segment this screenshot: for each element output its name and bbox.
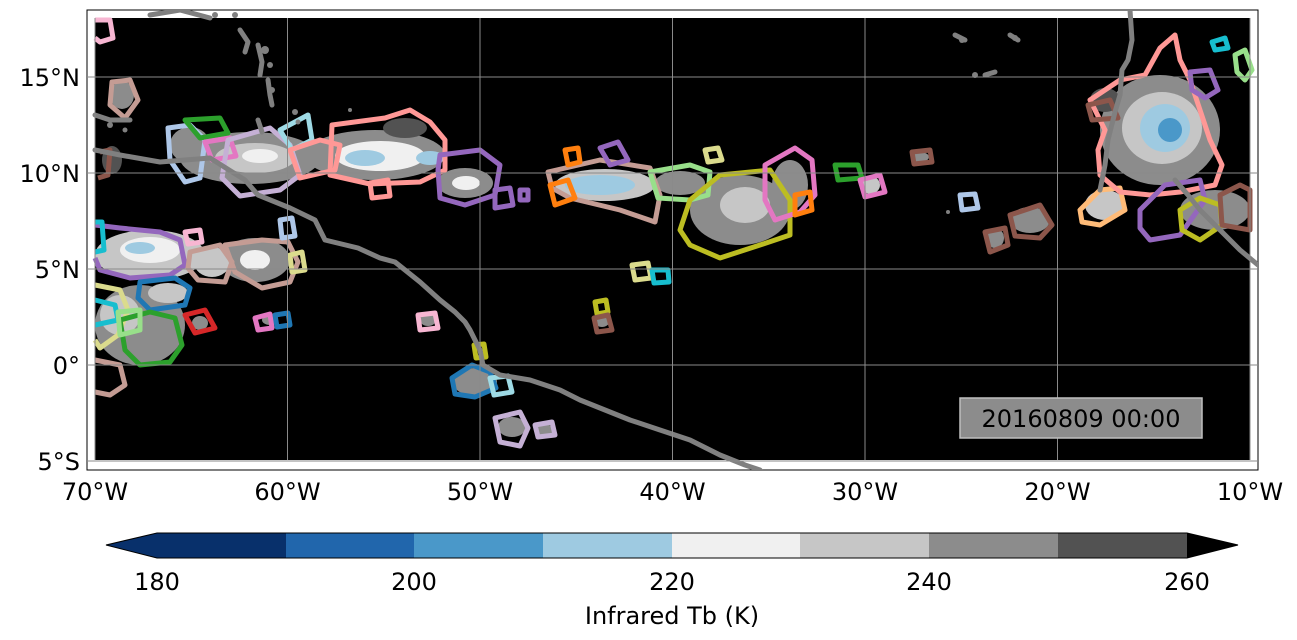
lat-tick-label: 5°N <box>35 256 80 284</box>
lat-tick-labels: 15°N 10°N 5°N 0° 5°S <box>20 64 81 476</box>
coastline-islands <box>107 12 1018 214</box>
colorbar-segment <box>414 533 543 558</box>
lat-tick-label: 0° <box>53 352 80 380</box>
lat-tick-label: 5°S <box>37 448 80 476</box>
cloud-cluster-african-coast <box>1010 75 1250 233</box>
colorbar-tick-label: 200 <box>391 568 437 596</box>
gridlines <box>87 18 1258 462</box>
colorbar-title: Infrared Tb (K) <box>585 602 759 630</box>
cloud-cluster-caribbean <box>102 81 320 184</box>
storm-object-outlines <box>92 17 1255 449</box>
lon-tick-label: 40°W <box>639 478 705 506</box>
lon-tick-labels: 70°W 60°W 50°W 40°W 30°W 20°W 10°W <box>62 478 1283 506</box>
lon-tick-label: 50°W <box>447 478 513 506</box>
colorbar-segment <box>286 533 414 558</box>
lat-tick-label: 15°N <box>20 64 81 92</box>
lon-tick-label: 20°W <box>1024 478 1090 506</box>
colorbar-extend-low <box>106 533 157 558</box>
colorbar-segment <box>929 533 1058 558</box>
timestamp-label: 20160809 00:00 <box>982 405 1181 433</box>
colorbar-segment <box>157 533 286 558</box>
colorbar-segment <box>543 533 672 558</box>
lon-tick-label: 70°W <box>62 478 128 506</box>
coastline <box>92 10 1258 470</box>
colorbar-tick-label: 180 <box>134 568 180 596</box>
colorbar-tick-label: 260 <box>1164 568 1210 596</box>
colorbar-tick-label: 240 <box>906 568 952 596</box>
colorbar-segment <box>672 533 800 558</box>
colorbar-segment <box>1058 533 1187 558</box>
cloud-cluster-atlantic-west <box>305 118 493 198</box>
colorbar-tick-label: 220 <box>649 568 695 596</box>
timestamp-box: 20160809 00:00 <box>959 397 1203 439</box>
lon-tick-label: 30°W <box>832 478 898 506</box>
colorbar-outline <box>105 532 1239 559</box>
lon-tick-label: 60°W <box>254 478 320 506</box>
lat-tick-label: 10°N <box>20 160 81 188</box>
colorbar: 180 200 220 240 260 Infrared Tb (K) <box>105 532 1239 630</box>
colorbar-segment <box>800 533 929 558</box>
cloud-cluster-small-systems <box>192 152 1004 437</box>
colorbar-extend-high <box>1187 533 1238 558</box>
lon-tick-label: 10°W <box>1217 478 1283 506</box>
storm-cloud-layer <box>92 10 1258 470</box>
map-panel: 20160809 00:00 <box>86 9 1259 471</box>
